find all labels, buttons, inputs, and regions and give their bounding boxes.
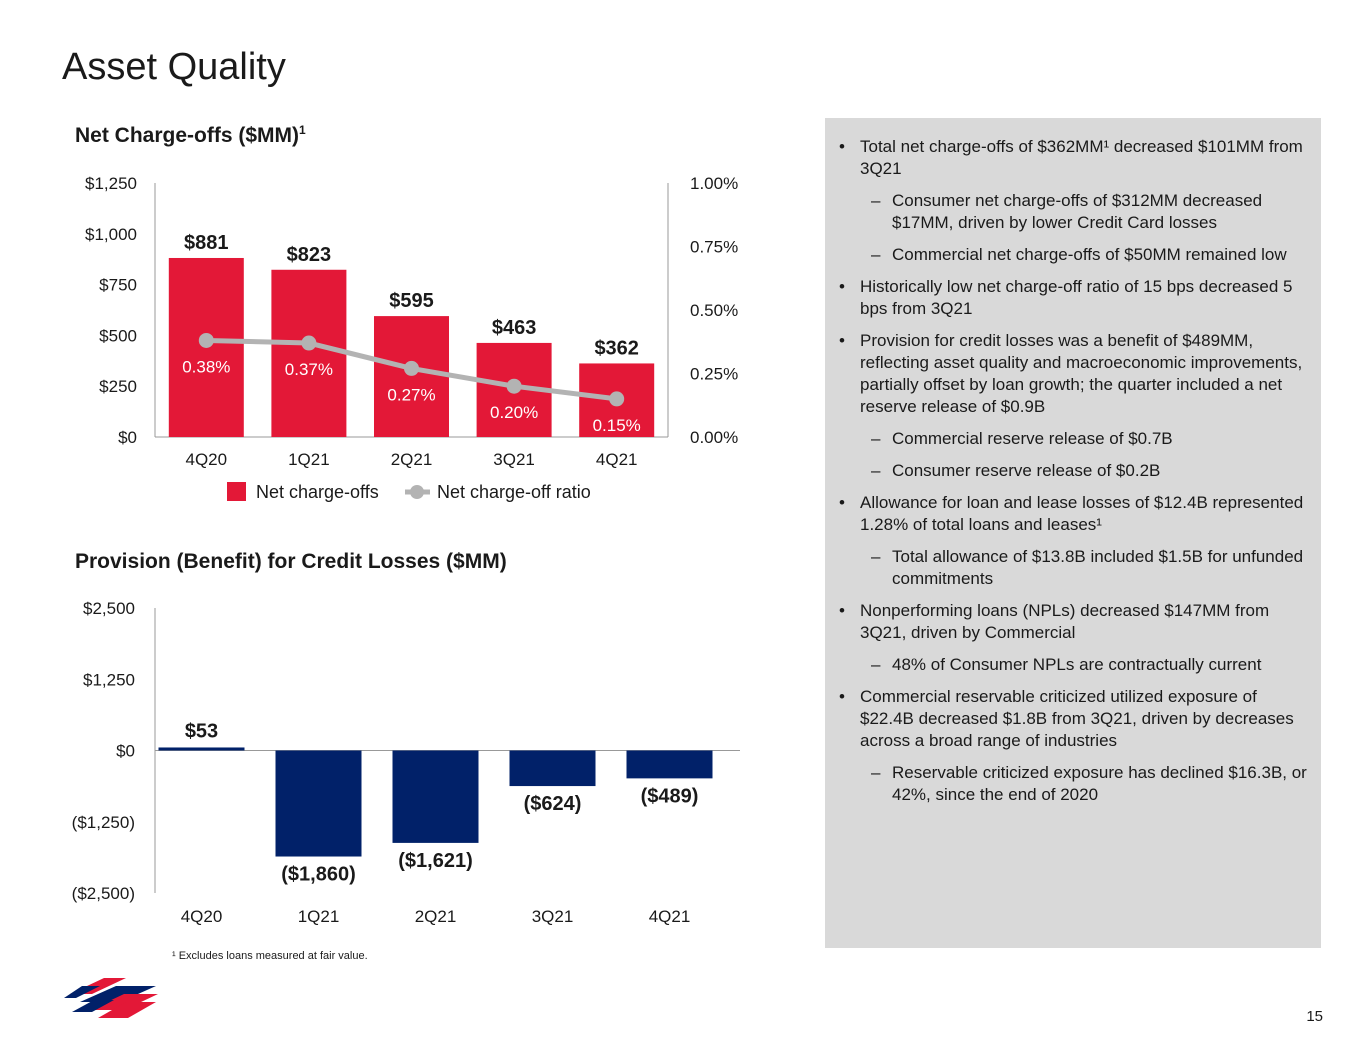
provision-bar (392, 750, 479, 843)
x-tick-label: 1Q21 (298, 907, 340, 926)
commentary-bullet-list: Total net charge-offs of $362MM¹ decreas… (825, 118, 1321, 806)
y2-tick-label: 0.50% (690, 301, 738, 320)
sub-bullet-item: Reservable criticized exposure has decli… (839, 762, 1307, 806)
sub-bullet-item: Consumer net charge-offs of $312MM decre… (839, 190, 1307, 234)
ratio-point (301, 335, 317, 351)
bullet-item: Provision for credit losses was a benefi… (839, 330, 1307, 418)
provision-bar (626, 750, 713, 779)
legend-label-ratio: Net charge-off ratio (437, 482, 591, 502)
bar-value-label: $463 (492, 317, 537, 339)
bar-value-label: ($1,860) (281, 864, 356, 886)
bullet-item: Allowance for loan and lease losses of $… (839, 492, 1307, 536)
bar-value-label: $53 (185, 720, 218, 742)
legend-marker-ratio (410, 485, 424, 499)
bar-value-label: $881 (184, 232, 229, 254)
y-tick-label: $2,500 (83, 599, 135, 618)
y-tick-label: $250 (99, 377, 137, 396)
ratio-value-label: 0.37% (285, 360, 333, 379)
y-tick-label: $500 (99, 326, 137, 345)
y-tick-label: $0 (116, 742, 135, 761)
net-chargeoff-bar (271, 269, 347, 437)
ratio-value-label: 0.20% (490, 403, 538, 422)
x-tick-label: 4Q21 (649, 907, 691, 926)
provision-bar (275, 750, 362, 857)
sub-bullet-item: 48% of Consumer NPLs are contractually c… (839, 654, 1307, 676)
ratio-value-label: 0.15% (593, 416, 641, 435)
y-tick-label: $1,250 (85, 174, 137, 193)
sub-bullet-item: Total allowance of $13.8B included $1.5B… (839, 546, 1307, 590)
legend-swatch-net-chargeoffs (227, 482, 246, 501)
net-chargeoff-bar (374, 316, 449, 437)
net-chargeoffs-title-text: Net Charge-offs ($MM) (75, 124, 299, 147)
provision-bar (158, 747, 245, 751)
y2-tick-label: 1.00% (690, 174, 738, 193)
bar-value-label: $595 (389, 290, 434, 312)
bullet-item: Nonperforming loans (NPLs) decreased $14… (839, 600, 1307, 644)
ratio-point (404, 360, 419, 376)
bank-flag-logo-icon (64, 978, 158, 1018)
bar-value-label: $362 (594, 337, 639, 359)
page-number: 15 (1306, 1008, 1323, 1025)
x-tick-label: 4Q21 (596, 450, 638, 469)
ratio-point (506, 378, 522, 394)
bar-value-label: ($1,621) (398, 850, 473, 872)
x-tick-label: 4Q20 (181, 907, 223, 926)
ratio-value-label: 0.27% (387, 385, 435, 404)
commentary-panel: Total net charge-offs of $362MM¹ decreas… (825, 118, 1321, 948)
x-tick-label: 3Q21 (493, 450, 535, 469)
y2-tick-label: 0.25% (690, 365, 738, 384)
ratio-value-label: 0.38% (182, 357, 230, 376)
bullet-item: Total net charge-offs of $362MM¹ decreas… (839, 136, 1307, 180)
y-tick-label: $1,250 (83, 670, 135, 689)
y-tick-label: $1,000 (85, 225, 137, 244)
sub-bullet-item: Commercial net charge-offs of $50MM rema… (839, 244, 1307, 266)
net-chargeoffs-chart-title: Net Charge-offs ($MM)1 (75, 123, 306, 148)
provision-chart-title: Provision (Benefit) for Credit Losses ($… (75, 550, 507, 573)
x-tick-label: 2Q21 (391, 450, 433, 469)
bar-value-label: $823 (287, 244, 332, 266)
x-tick-label: 3Q21 (532, 907, 574, 926)
y-tick-label: ($2,500) (72, 884, 135, 903)
y-tick-label: ($1,250) (72, 813, 135, 832)
bullet-item: Historically low net charge-off ratio of… (839, 276, 1307, 320)
y-tick-label: $0 (118, 428, 137, 447)
ratio-point (609, 391, 625, 407)
x-tick-label: 1Q21 (288, 450, 330, 469)
provision-chart: ($2,500) ($1,250) $0 $1,250 $2,500 $53 4Q20 ($1… (72, 599, 740, 926)
bar-value-label: ($624) (524, 793, 582, 815)
bar-value-label: ($489) (641, 785, 699, 807)
provision-bar (509, 750, 596, 787)
net-chargeoffs-title-footnote-mark: 1 (299, 123, 306, 137)
net-chargeoffs-chart: $0 $250 $500 $750 $1,000 $1,250 0.00% 0.25% 0.50… (85, 174, 738, 502)
ratio-point (198, 332, 214, 348)
x-tick-label: 2Q21 (415, 907, 457, 926)
x-tick-label: 4Q20 (186, 450, 228, 469)
y-tick-label: $750 (99, 276, 137, 295)
sub-bullet-item: Consumer reserve release of $0.2B (839, 460, 1307, 482)
footnote: ¹ Excludes loans measured at fair value. (172, 950, 368, 962)
y2-tick-label: 0.75% (690, 238, 738, 257)
legend-label-net-chargeoffs: Net charge-offs (256, 482, 379, 502)
sub-bullet-item: Commercial reserve release of $0.7B (839, 428, 1307, 450)
bullet-item: Commercial reservable criticized utilize… (839, 686, 1307, 752)
page-title: Asset Quality (62, 46, 286, 88)
y2-tick-label: 0.00% (690, 428, 738, 447)
